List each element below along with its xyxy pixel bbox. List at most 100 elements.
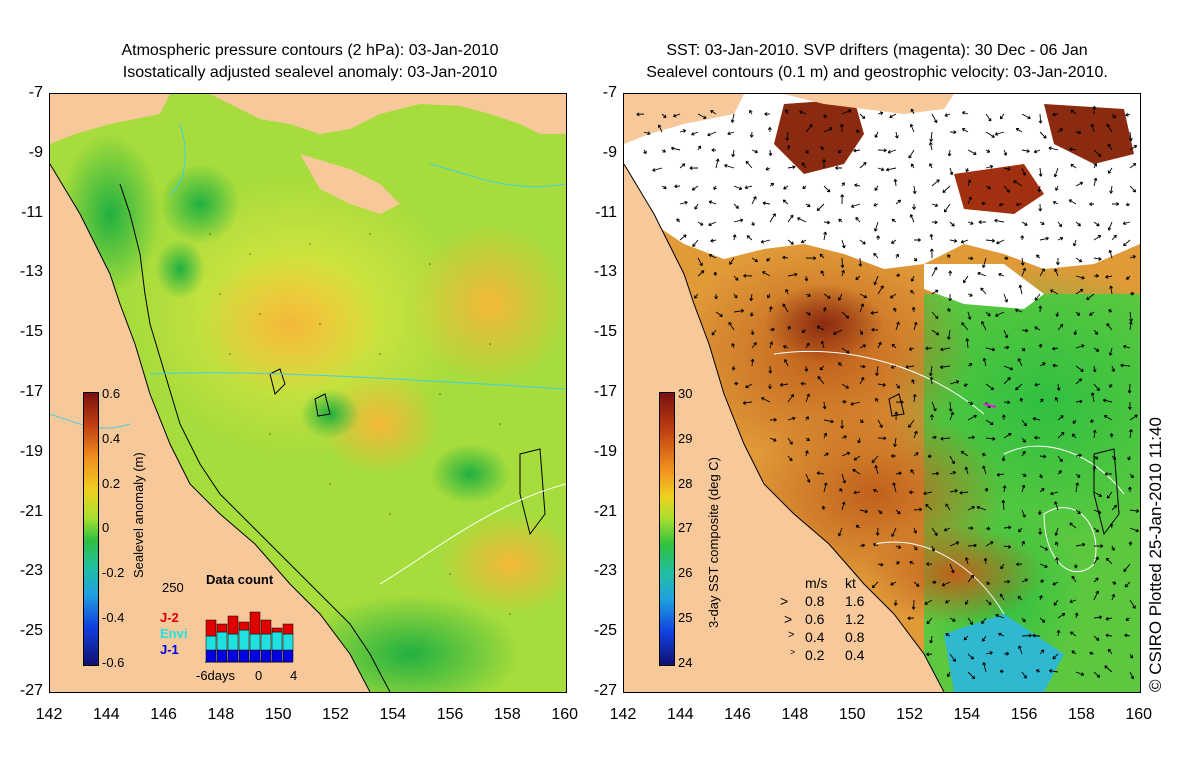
- velocity-arrow: [967, 653, 974, 660]
- data-count-bar: [260, 649, 272, 663]
- velocity-arrow: [926, 617, 933, 625]
- right-cb-tick-3: 27: [678, 520, 693, 535]
- velocity-arrow: [1003, 525, 1012, 530]
- velocity-arrow: [782, 255, 789, 260]
- right-lat-tick: -19: [593, 442, 617, 460]
- data-count-xtick-1: 0: [255, 668, 263, 683]
- velocity-arrow: [733, 381, 739, 386]
- velocity-arrow: [823, 220, 831, 225]
- velocity-arrow: [998, 272, 1005, 277]
- velocity-arrow: [749, 131, 754, 138]
- velocity-arrow: [805, 450, 809, 457]
- velocity-arrow: [1108, 347, 1113, 356]
- velocity-arrow: [1089, 651, 1095, 656]
- velocity-arrow: [910, 108, 915, 115]
- velocity-arrow: [931, 580, 937, 585]
- right-lat-tick: -25: [593, 622, 617, 640]
- velocity-arrow: [643, 149, 647, 155]
- velocity-arrow: [998, 632, 1005, 637]
- velocity-arrow: [892, 482, 897, 493]
- velocity-arrow: [838, 362, 843, 367]
- velocity-arrow: [819, 365, 825, 371]
- velocity-arrow: [910, 469, 915, 475]
- velocity-arrow: [1086, 293, 1095, 301]
- velocity-arrow: [940, 347, 951, 352]
- left-cb-tick-4: -0.2: [102, 565, 125, 580]
- velocity-arrow: [1001, 414, 1006, 421]
- velocity-arrow: [1052, 112, 1059, 117]
- velocity-arrow: [913, 238, 921, 242]
- velocity-arrow: [1021, 484, 1026, 493]
- velocity-arrow: [982, 465, 987, 475]
- velocity-arrow: [1003, 345, 1010, 350]
- velocity-arrow: [949, 489, 958, 493]
- velocity-arrow: [943, 527, 951, 532]
- velocity-arrow: [782, 303, 789, 313]
- velocity-arrow: [890, 454, 897, 458]
- velocity-arrow: [1055, 311, 1060, 317]
- velocity-arrow: [1072, 239, 1077, 247]
- velocity-arrow: [733, 203, 739, 209]
- velocity-arrow: [948, 293, 952, 302]
- velocity-arrow: [841, 473, 847, 484]
- velocity-arrow: [931, 329, 940, 336]
- velocity-arrow: [767, 126, 772, 133]
- velocity-arrow: [874, 185, 879, 191]
- velocity-arrow: [877, 509, 883, 514]
- data-count-bar: [271, 649, 283, 663]
- velocity-arrow: [913, 527, 917, 534]
- left-lat-tick: -7: [28, 84, 43, 101]
- right-lon-tick: 156: [1010, 706, 1038, 723]
- velocity-arrow: [985, 164, 994, 169]
- legend-envi: Envi: [160, 626, 188, 641]
- left-lon-tick: 142: [35, 706, 63, 723]
- data-count-bar: [227, 615, 239, 635]
- velocity-arrow: [1001, 455, 1006, 462]
- left-map-svg: [50, 94, 566, 692]
- velocity-arrow: [895, 561, 900, 565]
- velocity-arrow: [805, 393, 810, 403]
- velocity-arrow: [931, 545, 936, 552]
- velocity-arrow: [982, 257, 987, 268]
- right-lon-tick: 150: [838, 706, 866, 723]
- left-cb-label: Sealevel anomaly (m): [131, 452, 146, 578]
- velocity-arrow: [1125, 617, 1131, 621]
- velocity-arrow: [967, 311, 972, 320]
- velocity-arrow: [999, 669, 1005, 674]
- velocity-arrow: [657, 124, 663, 133]
- velocity-arrow: [841, 451, 851, 457]
- velocity-arrow: [895, 199, 902, 205]
- velocity-arrow: [1093, 590, 1099, 601]
- velocity-arrow: [926, 562, 933, 567]
- right-lat-tick: -7: [602, 84, 617, 101]
- left-lat-tick: -15: [19, 323, 43, 341]
- velocity-arrow: [853, 455, 861, 461]
- velocity-arrow: [1039, 221, 1045, 225]
- right-lon-tick: 154: [953, 706, 981, 723]
- velocity-arrow: [1093, 383, 1100, 391]
- velocity-arrow: [1021, 617, 1026, 623]
- velocity-arrow: [1093, 221, 1100, 227]
- velocity-arrow: [1003, 166, 1011, 171]
- velocity-arrow: [1034, 293, 1041, 301]
- velocity-arrow: [768, 306, 773, 313]
- velocity-arrow: [1039, 454, 1047, 459]
- velocity-arrow: [1050, 491, 1059, 496]
- velocity-arrow: [838, 293, 843, 301]
- velocity-arrow: [731, 365, 736, 371]
- velocity-arrow: [1105, 557, 1113, 565]
- velocity-arrow: [908, 347, 915, 351]
- velocity-arrow: [1129, 473, 1134, 479]
- velocity-arrow: [1056, 383, 1061, 391]
- velocity-arrow: [941, 581, 951, 587]
- velocity-arrow: [967, 414, 977, 421]
- velocity-arrow: [779, 382, 789, 387]
- velocity-arrow: [1092, 105, 1097, 115]
- velocity-arrow: [1075, 509, 1081, 515]
- velocity-arrow: [1021, 221, 1028, 226]
- velocity-arrow: [985, 526, 991, 531]
- velocity-arrow: [1021, 671, 1027, 679]
- velocity-arrow: [985, 436, 996, 441]
- velocity-arrow: [907, 616, 915, 621]
- velocity-arrow: [980, 287, 987, 295]
